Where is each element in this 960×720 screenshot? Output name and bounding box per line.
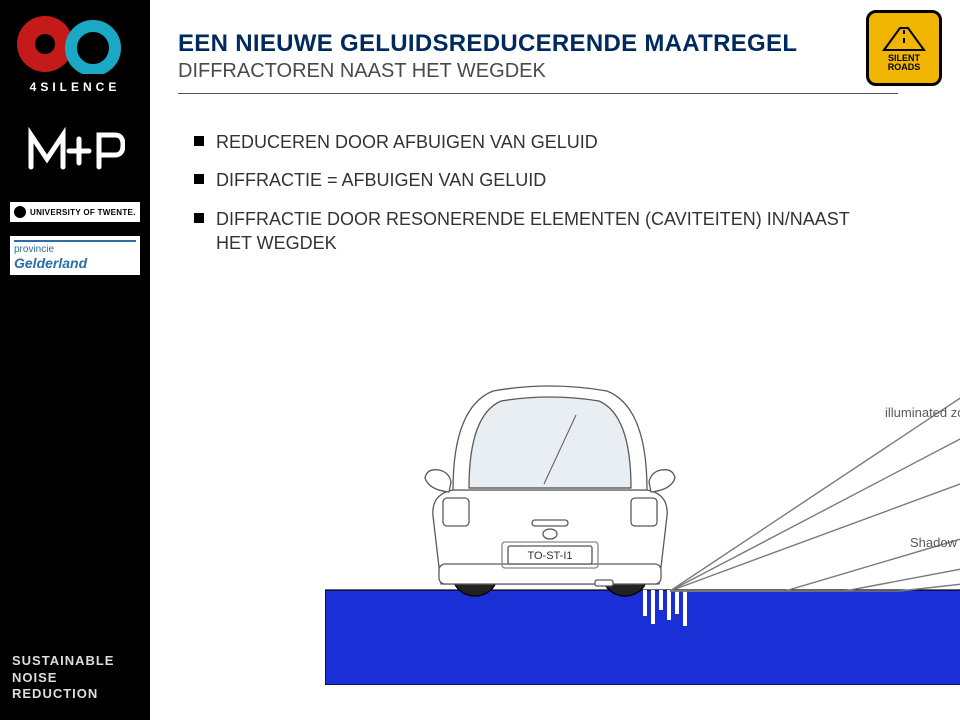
province-line1: provincie: [14, 240, 136, 255]
dot-icon: [14, 206, 26, 218]
province-line2: Gelderland: [14, 255, 136, 271]
main-content: SILENT ROADS EEN NIEUWE GELUIDSREDUCEREN…: [150, 0, 960, 720]
bullet-list: REDUCEREN DOOR AFBUIGEN VAN GELUID DIFFR…: [194, 130, 932, 255]
silent-roads-badge: SILENT ROADS: [866, 10, 942, 86]
bullet-item: REDUCEREN DOOR AFBUIGEN VAN GELUID: [194, 130, 874, 154]
brand-logo: 4SILENCE: [0, 0, 150, 94]
tagline-l1: SUSTAINABLE: [12, 653, 114, 669]
university-text: UNIVERSITY OF TWENTE.: [30, 208, 136, 217]
tagline-l3: REDUCTION: [12, 686, 114, 702]
oo-icon: [15, 14, 135, 74]
brand-text: 4SILENCE: [30, 80, 121, 94]
university-logo: UNIVERSITY OF TWENTE.: [10, 202, 140, 222]
bullet-item: DIFFRACTIE = AFBUIGEN VAN GELUID: [194, 168, 874, 192]
sidebar: 4SILENCE UNIVERSITY OF TWENTE. provincie…: [0, 0, 150, 720]
bullet-item: DIFFRACTIE DOOR RESONERENDE ELEMENTEN (C…: [194, 207, 874, 256]
road-icon: [880, 24, 928, 52]
tagline: SUSTAINABLE NOISE REDUCTION: [12, 653, 114, 702]
svg-text:Shadow zone: Shadow zone: [910, 535, 960, 550]
page-subtitle: DIFFRACTOREN NAAST HET WEGDEK: [178, 60, 898, 94]
diffraction-diagram: TO-ST-I1 illuminated zone Shadow zone: [325, 345, 960, 685]
svg-text:illuminated zone: illuminated zone: [885, 405, 960, 420]
mp-logo: [25, 118, 125, 178]
tagline-l2: NOISE: [12, 670, 114, 686]
page-title: EEN NIEUWE GELUIDSREDUCERENDE MAATREGEL: [178, 30, 932, 58]
svg-text:TO-ST-I1: TO-ST-I1: [527, 550, 572, 562]
province-logo: provincie Gelderland: [10, 236, 140, 275]
badge-line2: ROADS: [888, 63, 921, 72]
